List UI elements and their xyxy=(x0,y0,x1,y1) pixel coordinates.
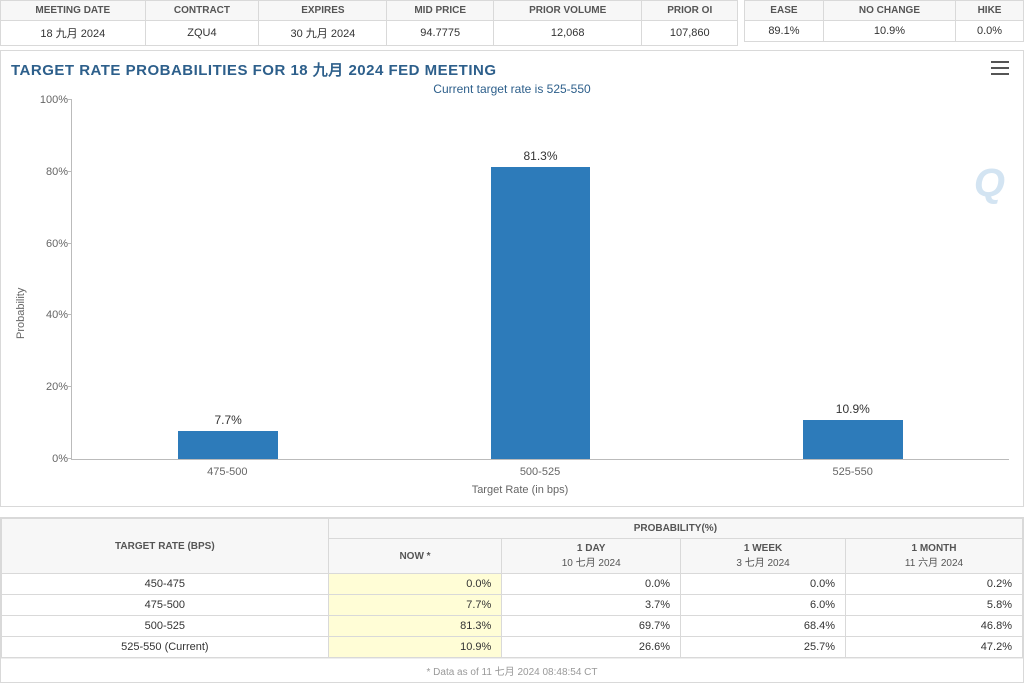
bar-slot: 7.7% xyxy=(72,100,384,459)
x-tick-label: 475-500 xyxy=(71,460,384,478)
cell-prob: 6.0% xyxy=(681,595,846,616)
bar-slot: 10.9% xyxy=(697,100,1009,459)
chart-panel: TARGET RATE PROBABILITIES FOR 18 九月 2024… xyxy=(0,50,1024,507)
cell-prob: 10.9% xyxy=(328,637,502,658)
cell-prob: 68.4% xyxy=(681,616,846,637)
cell-prior-oi: 107,860 xyxy=(642,21,738,46)
table-row: 475-5007.7%3.7%6.0%5.8% xyxy=(2,595,1023,616)
bar-value-label: 7.7% xyxy=(214,413,241,427)
y-tick-label: 20% xyxy=(28,381,68,393)
table-row: 450-4750.0%0.0%0.0%0.2% xyxy=(2,574,1023,595)
bar-slot: 81.3% xyxy=(384,100,696,459)
col-expires: EXPIRES xyxy=(259,1,387,21)
menu-icon[interactable] xyxy=(991,61,1009,75)
bar-value-label: 10.9% xyxy=(836,402,870,416)
cell-prob: 0.2% xyxy=(846,574,1023,595)
cell-hike: 0.0% xyxy=(956,21,1024,42)
cell-prob: 0.0% xyxy=(328,574,502,595)
table-row: 18 九月 2024 ZQU4 30 九月 2024 94.7775 12,06… xyxy=(1,21,738,46)
cell-target-rate: 500-525 xyxy=(2,616,329,637)
col-prior-volume: PRIOR VOLUME xyxy=(493,1,642,21)
cell-meeting-date: 18 九月 2024 xyxy=(1,21,146,46)
chart-title: TARGET RATE PROBABILITIES FOR 18 九月 2024… xyxy=(11,59,1013,80)
cell-target-rate: 525-550 (Current) xyxy=(2,637,329,658)
col-no-change: NO CHANGE xyxy=(823,1,955,21)
cell-expires: 30 九月 2024 xyxy=(259,21,387,46)
bar-value-label: 81.3% xyxy=(523,149,557,163)
x-axis-label: Target Rate (in bps) xyxy=(27,484,1013,496)
cell-target-rate: 450-475 xyxy=(2,574,329,595)
cell-prob: 81.3% xyxy=(328,616,502,637)
y-tick-label: 100% xyxy=(28,94,68,106)
prob-subheader: 1 MONTH11 六月 2024 xyxy=(846,539,1023,574)
cell-prob: 5.8% xyxy=(846,595,1023,616)
cell-prob: 7.7% xyxy=(328,595,502,616)
cell-prob: 69.7% xyxy=(502,616,681,637)
y-tick-label: 40% xyxy=(28,309,68,321)
col-mid-price: MID PRICE xyxy=(387,1,493,21)
col-contract: CONTRACT xyxy=(145,1,259,21)
x-tick-label: 525-550 xyxy=(696,460,1009,478)
cell-prior-volume: 12,068 xyxy=(493,21,642,46)
table-row: 500-52581.3%69.7%68.4%46.8% xyxy=(2,616,1023,637)
chart-subtitle: Current target rate is 525-550 xyxy=(11,82,1013,96)
y-axis-label: Probability xyxy=(11,100,27,496)
plot-area: 7.7%81.3%10.9% 0%20%40%60%80%100% xyxy=(71,100,1009,460)
cell-contract: ZQU4 xyxy=(145,21,259,46)
prob-subheader: 1 DAY10 七月 2024 xyxy=(502,539,681,574)
cell-prob: 46.8% xyxy=(846,616,1023,637)
col-hike: HIKE xyxy=(956,1,1024,21)
col-probability: PROBABILITY(%) xyxy=(328,519,1022,539)
y-tick-label: 0% xyxy=(28,453,68,465)
table-row: 525-550 (Current)10.9%26.6%25.7%47.2% xyxy=(2,637,1023,658)
bar[interactable] xyxy=(178,431,278,459)
summary-table: EASE NO CHANGE HIKE 89.1% 10.9% 0.0% xyxy=(744,0,1024,42)
meeting-info-table: MEETING DATE CONTRACT EXPIRES MID PRICE … xyxy=(0,0,738,46)
prob-subheader: NOW * xyxy=(328,539,502,574)
col-prior-oi: PRIOR OI xyxy=(642,1,738,21)
cell-prob: 47.2% xyxy=(846,637,1023,658)
col-target-rate: TARGET RATE (BPS) xyxy=(2,519,329,574)
prob-subheader: 1 WEEK3 七月 2024 xyxy=(681,539,846,574)
cell-prob: 3.7% xyxy=(502,595,681,616)
cell-prob: 0.0% xyxy=(502,574,681,595)
cell-target-rate: 475-500 xyxy=(2,595,329,616)
footnote: * Data as of 11 七月 2024 08:48:54 CT xyxy=(1,658,1023,682)
bar[interactable] xyxy=(491,167,591,459)
x-tick-label: 500-525 xyxy=(384,460,697,478)
cell-ease: 89.1% xyxy=(745,21,824,42)
cell-mid-price: 94.7775 xyxy=(387,21,493,46)
col-meeting-date: MEETING DATE xyxy=(1,1,146,21)
cell-no-change: 10.9% xyxy=(823,21,955,42)
cell-prob: 26.6% xyxy=(502,637,681,658)
bar[interactable] xyxy=(803,420,903,459)
y-tick-label: 60% xyxy=(28,238,68,250)
probability-table: TARGET RATE (BPS) PROBABILITY(%) NOW *1 … xyxy=(1,518,1023,658)
cell-prob: 25.7% xyxy=(681,637,846,658)
table-row: 89.1% 10.9% 0.0% xyxy=(745,21,1024,42)
cell-prob: 0.0% xyxy=(681,574,846,595)
col-ease: EASE xyxy=(745,1,824,21)
y-tick-label: 80% xyxy=(28,166,68,178)
